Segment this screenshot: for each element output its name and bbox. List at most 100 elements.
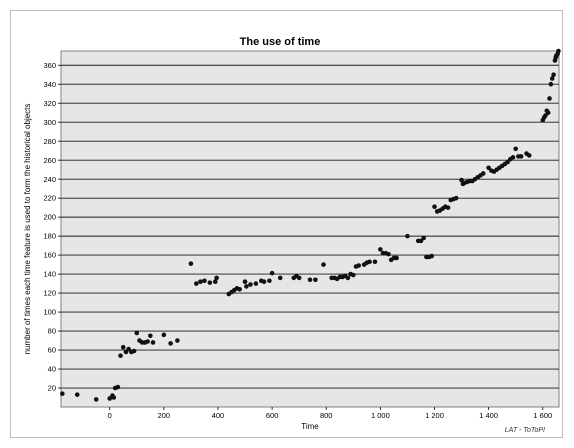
data-point xyxy=(421,235,426,241)
data-point xyxy=(394,255,399,261)
y-tick-label: 100 xyxy=(43,308,56,317)
y-tick-label: 240 xyxy=(43,175,56,184)
data-point xyxy=(60,391,65,397)
data-point xyxy=(513,146,518,152)
data-point xyxy=(432,204,437,209)
y-tick-label: 280 xyxy=(43,137,56,146)
data-point xyxy=(134,330,140,336)
data-point xyxy=(111,395,117,400)
data-point xyxy=(202,278,207,284)
data-point xyxy=(198,279,203,284)
data-point xyxy=(194,281,199,286)
y-tick-label: 120 xyxy=(43,289,56,298)
data-point xyxy=(321,262,326,267)
x-tick-label: 1 000 xyxy=(371,411,390,420)
x-tick-label: 1 200 xyxy=(425,411,444,420)
y-tick-label: 140 xyxy=(43,270,56,279)
data-point xyxy=(351,272,356,278)
data-point xyxy=(123,349,129,355)
data-point xyxy=(131,348,137,354)
data-point xyxy=(148,333,153,339)
data-point xyxy=(378,247,383,252)
data-point xyxy=(214,275,219,281)
data-point xyxy=(556,48,561,54)
data-point xyxy=(267,278,272,284)
y-tick-label: 220 xyxy=(43,194,56,203)
data-point xyxy=(120,344,126,350)
grid-lines xyxy=(61,64,559,389)
x-tick-label: 600 xyxy=(266,411,279,420)
data-point xyxy=(126,346,131,352)
y-tick-label: 320 xyxy=(43,99,56,108)
data-point xyxy=(307,277,313,283)
y-tick-label: 340 xyxy=(43,80,56,89)
data-point xyxy=(248,282,253,287)
data-point xyxy=(175,338,180,343)
y-tick-label: 160 xyxy=(43,251,56,260)
plot-area xyxy=(60,50,560,408)
data-points xyxy=(60,48,561,402)
y-axis-label: number of times each time feature is use… xyxy=(23,104,32,355)
y-tick-label: 40 xyxy=(48,365,56,374)
data-point xyxy=(445,205,451,210)
data-point xyxy=(207,280,213,285)
data-point xyxy=(480,171,486,176)
data-point xyxy=(549,76,555,81)
data-point xyxy=(486,165,491,171)
y-tick-label: 180 xyxy=(43,232,56,241)
data-point xyxy=(356,263,362,268)
data-point xyxy=(168,341,173,346)
chart-frame: The use of time 20 40 60 80 100 120 140 160 180 2… xyxy=(10,10,563,438)
data-point xyxy=(115,384,121,390)
y-tick-label: 300 xyxy=(43,118,56,127)
data-point xyxy=(372,259,378,265)
data-point xyxy=(518,154,524,159)
data-point xyxy=(551,72,556,78)
credit-text: LAT - ToToPI xyxy=(505,427,545,434)
data-point xyxy=(548,81,554,87)
data-point xyxy=(505,159,510,165)
x-tick-label: 200 xyxy=(158,411,171,420)
data-point xyxy=(547,96,552,101)
data-point xyxy=(74,392,80,397)
data-point xyxy=(526,153,532,158)
data-point xyxy=(405,233,410,239)
data-point xyxy=(188,261,194,266)
data-point xyxy=(367,259,372,265)
y-tick-label: 20 xyxy=(48,384,56,393)
x-tick-label: 0 xyxy=(108,411,112,420)
chart-title: The use of time xyxy=(240,36,321,48)
data-point xyxy=(118,353,123,359)
y-tick-label: 200 xyxy=(43,213,56,222)
y-tick-label: 260 xyxy=(43,156,56,165)
data-point xyxy=(269,270,275,276)
x-axis-label: Time xyxy=(301,422,319,431)
data-point xyxy=(261,279,267,284)
data-point xyxy=(313,277,318,283)
data-point xyxy=(543,113,548,118)
scatter-chart: The use of time 204060801001201401601802… xyxy=(23,36,561,434)
data-point xyxy=(453,195,459,201)
data-point xyxy=(545,110,551,116)
y-tick-label: 360 xyxy=(43,61,56,70)
data-point xyxy=(161,332,167,338)
data-point xyxy=(418,238,424,244)
x-tick-label: 800 xyxy=(320,411,333,420)
data-point xyxy=(93,397,99,402)
data-point xyxy=(253,281,259,286)
x-tick-label: 1 400 xyxy=(479,411,498,420)
y-axis-ticks: 20 40 60 80 100 120 140 160 180 200 220 240 260 280 30… xyxy=(43,61,61,393)
data-point xyxy=(244,284,249,289)
data-point xyxy=(145,339,150,344)
data-point xyxy=(107,396,113,401)
data-point xyxy=(150,340,156,345)
data-point xyxy=(429,253,435,259)
y-tick-label: 80 xyxy=(48,327,56,336)
data-point xyxy=(510,155,516,160)
data-point xyxy=(345,275,351,281)
data-point xyxy=(296,275,302,281)
data-point xyxy=(386,251,391,257)
x-axis-ticks: 0 200 400 600 800 1 000 1 200 1 400 1 600 xyxy=(108,407,552,420)
data-point xyxy=(212,279,218,284)
data-point xyxy=(242,279,248,284)
